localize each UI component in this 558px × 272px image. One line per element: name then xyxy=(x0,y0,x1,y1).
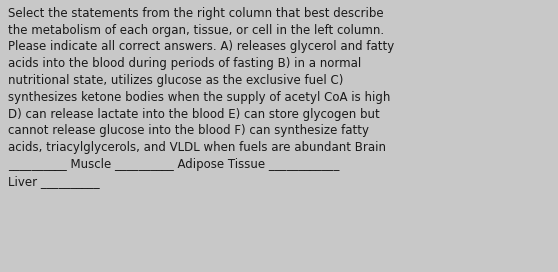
Text: Select the statements from the right column that best describe
the metabolism of: Select the statements from the right col… xyxy=(8,7,395,188)
